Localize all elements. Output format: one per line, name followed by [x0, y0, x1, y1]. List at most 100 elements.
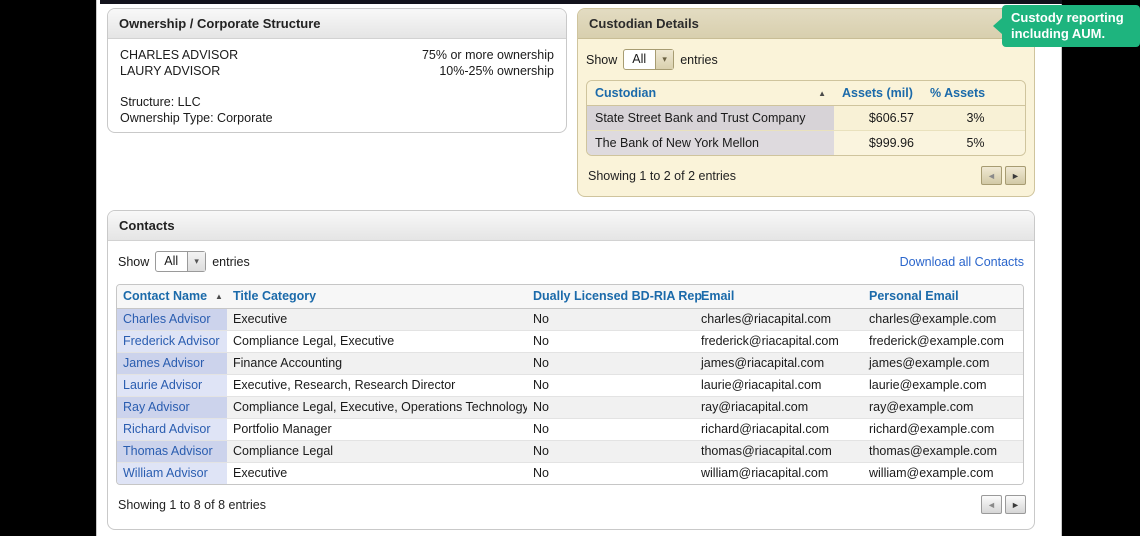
column-header-email[interactable]: Email	[695, 285, 863, 309]
custodian-pct-cell: 3%	[922, 105, 1025, 131]
next-page-button[interactable]: ►	[1005, 495, 1026, 514]
owner-ownership: 75% or more ownership	[421, 48, 554, 62]
email-cell: william@riacapital.com	[695, 461, 863, 484]
contacts-show-entries-select[interactable]: All ▾	[155, 251, 207, 272]
dually-licensed-cell: No	[527, 308, 695, 330]
showing-entries-text: Showing 1 to 2 of 2 entries	[588, 168, 737, 183]
next-page-button[interactable]: ►	[1005, 166, 1026, 185]
contact-row: Ray Advisor Compliance Legal, Executive,…	[117, 395, 1023, 418]
custodian-name-cell: The Bank of New York Mellon	[587, 130, 834, 155]
contact-name-link[interactable]: Ray Advisor	[123, 400, 190, 414]
contacts-header-row: Contact Name ▲ Title Category Dually Lic…	[117, 285, 1023, 309]
personal-email-cell: thomas@example.com	[863, 439, 1023, 462]
dually-licensed-cell: No	[527, 439, 695, 462]
custodian-header-row: Custodian ▲ Assets (mil) % Assets	[587, 81, 1025, 106]
owner-name: CHARLES ADVISOR	[120, 48, 239, 62]
contact-name-link[interactable]: William Advisor	[123, 466, 208, 481]
custodian-table: Custodian ▲ Assets (mil) % Assets State …	[586, 80, 1026, 156]
owner-row: CHARLES ADVISOR 75% or more ownership	[120, 48, 554, 64]
email-cell: james@riacapital.com	[695, 351, 863, 374]
title-category-cell: Portfolio Manager	[227, 417, 527, 440]
dually-licensed-cell: No	[527, 351, 695, 374]
top-accent-bar	[100, 0, 1062, 4]
contact-name-link[interactable]: Laurie Advisor	[123, 378, 203, 392]
personal-email-cell: ray@example.com	[863, 395, 1023, 418]
contacts-panel-title: Contacts	[108, 211, 1034, 241]
contact-name-cell: Frederick Advisor	[117, 329, 227, 352]
contact-name-cell: Laurie Advisor	[117, 373, 227, 396]
callout-text-line2: including AUM.	[1011, 26, 1106, 41]
column-header-dually-licensed[interactable]: Dually Licensed BD-RIA Rep	[527, 285, 702, 309]
title-category-cell: Executive	[227, 461, 527, 484]
download-all-contacts-link[interactable]: Download all Contacts	[899, 254, 1024, 269]
prev-page-button[interactable]: ◄	[981, 495, 1002, 514]
title-category-cell: Finance Accounting	[227, 351, 527, 374]
custodian-row: The Bank of New York Mellon $999.96 5%	[587, 130, 1025, 155]
sort-ascending-icon: ▲	[215, 291, 223, 301]
personal-email-cell: charles@example.com	[863, 308, 1023, 330]
personal-email-cell: william@example.com	[863, 461, 1023, 484]
ownership-panel-body: CHARLES ADVISOR 75% or more ownership LA…	[108, 39, 566, 126]
custodian-show-entries-select[interactable]: All ▾	[623, 49, 675, 70]
ownership-panel-title: Ownership / Corporate Structure	[108, 9, 566, 39]
contacts-controls: Show All ▾ entries Download all Contacts	[108, 241, 1034, 278]
ownership-type-line: Ownership Type: Corporate	[120, 110, 273, 125]
contact-name-cell: Ray Advisor	[117, 395, 227, 418]
contacts-table-footer: Showing 1 to 8 of 8 entries ◄ ►	[108, 485, 1034, 514]
column-header-label: Custodian	[595, 86, 657, 100]
dually-licensed-cell: No	[527, 373, 695, 396]
contact-row: Thomas Advisor Compliance Legal No thoma…	[117, 439, 1023, 462]
email-cell: richard@riacapital.com	[695, 417, 863, 440]
title-category-cell: Executive, Research, Research Director	[227, 373, 527, 396]
contact-name-link[interactable]: Frederick Advisor	[123, 334, 220, 348]
column-header-assets[interactable]: Assets (mil)	[834, 81, 922, 106]
column-header-title-category[interactable]: Title Category	[227, 285, 527, 309]
title-category-cell: Compliance Legal, Executive	[227, 329, 527, 352]
dually-licensed-cell: No	[527, 461, 695, 484]
personal-email-cell: richard@example.com	[863, 417, 1023, 440]
contact-row: Richard Advisor Portfolio Manager No ric…	[117, 417, 1023, 440]
dually-licensed-cell: No	[527, 417, 695, 440]
custodian-table-footer: Showing 1 to 2 of 2 entries ◄ ►	[578, 156, 1034, 185]
show-label: Show	[118, 254, 150, 269]
column-header-contact-name[interactable]: Contact Name ▲	[117, 285, 227, 309]
custodian-panel: Custodian Details Show All ▾ entries Cus…	[577, 8, 1035, 197]
showing-entries-text: Showing 1 to 8 of 8 entries	[118, 497, 267, 512]
personal-email-cell: laurie@example.com	[863, 373, 1023, 396]
contact-row: William Advisor Executive No william@ria…	[117, 461, 1023, 484]
prev-page-button[interactable]: ◄	[981, 166, 1002, 185]
personal-email-cell: frederick@example.com	[863, 329, 1023, 352]
ownership-panel: Ownership / Corporate Structure CHARLES …	[107, 8, 567, 133]
structure-line: Structure: LLC	[120, 95, 201, 109]
owner-name: LAURY ADVISOR	[120, 63, 221, 78]
contact-name-link[interactable]: James Advisor	[123, 356, 205, 370]
contact-name-cell: William Advisor	[117, 461, 227, 484]
show-label: Show	[586, 52, 618, 67]
column-header-pct-assets[interactable]: % Assets	[922, 81, 1025, 106]
callout-tail	[993, 18, 1002, 34]
contact-name-link[interactable]: Charles Advisor	[123, 312, 211, 326]
contact-row: Laurie Advisor Executive, Research, Rese…	[117, 373, 1023, 396]
contact-row: James Advisor Finance Accounting No jame…	[117, 351, 1023, 374]
pagination: ◄ ►	[981, 495, 1026, 514]
contact-row: Charles Advisor Executive No charles@ria…	[117, 308, 1023, 330]
contact-name-link[interactable]: Richard Advisor	[123, 422, 211, 436]
select-value: All	[164, 254, 179, 268]
column-header-personal-email[interactable]: Personal Email	[863, 285, 1023, 309]
contact-name-link[interactable]: Thomas Advisor	[123, 444, 213, 458]
title-category-cell: Compliance Legal	[227, 439, 527, 462]
contact-name-cell: James Advisor	[117, 351, 227, 374]
select-value: All	[632, 52, 647, 66]
pagination: ◄ ►	[981, 166, 1026, 185]
chevron-down-icon: ▾	[655, 50, 674, 69]
email-cell: frederick@riacapital.com	[695, 329, 863, 352]
contacts-table: Contact Name ▲ Title Category Dually Lic…	[116, 284, 1024, 485]
personal-email-cell: james@example.com	[863, 351, 1023, 374]
contact-name-cell: Richard Advisor	[117, 417, 227, 440]
owner-row: LAURY ADVISOR 10%-25% ownership	[120, 64, 554, 80]
dually-licensed-cell: No	[527, 395, 695, 418]
contact-name-cell: Charles Advisor	[117, 308, 227, 330]
column-header-custodian[interactable]: Custodian ▲	[587, 81, 834, 106]
owner-ownership: 10%-25% ownership	[439, 63, 554, 78]
email-cell: charles@riacapital.com	[695, 308, 863, 330]
